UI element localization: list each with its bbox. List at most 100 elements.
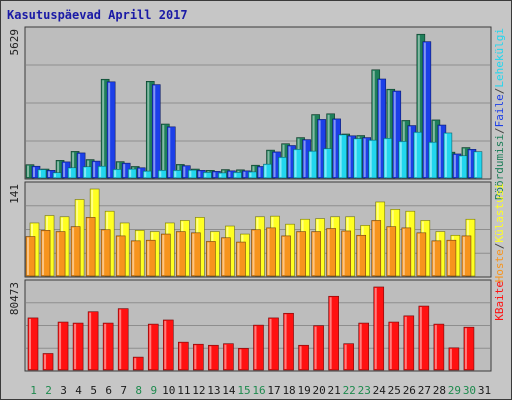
bar-highlight xyxy=(269,318,272,369)
bar-highlight xyxy=(54,173,57,177)
bar-highlight xyxy=(389,323,392,369)
x-tick-label: 23 xyxy=(358,384,371,397)
bar-highlight xyxy=(459,156,462,177)
bar xyxy=(308,150,317,179)
bar-highlight xyxy=(252,230,255,275)
bar-highlight xyxy=(369,141,372,177)
bar-highlight xyxy=(72,227,75,275)
bar xyxy=(341,230,351,277)
chart-title: Kasutuspäevad Aprill 2017 xyxy=(7,8,188,22)
bar xyxy=(176,231,186,277)
x-tick-label: 21 xyxy=(328,384,341,397)
bar xyxy=(206,241,216,277)
bar-highlight xyxy=(444,133,447,177)
bar-highlight xyxy=(123,164,126,177)
bar-highlight xyxy=(164,320,167,369)
bar-highlight xyxy=(132,241,135,275)
bar-highlight xyxy=(243,171,246,177)
bar xyxy=(67,167,77,179)
bar-highlight xyxy=(378,79,381,177)
bar xyxy=(160,233,171,277)
bar xyxy=(203,172,212,179)
bar xyxy=(358,322,370,371)
bar-highlight xyxy=(327,229,330,275)
bar xyxy=(76,152,86,179)
panel-visits-hosts: 141 Hoste/Külastusi xyxy=(8,181,506,282)
bar-highlight xyxy=(462,236,465,275)
bar-highlight xyxy=(474,152,477,177)
series-Lehekülgi xyxy=(37,131,483,179)
bar-highlight xyxy=(72,152,75,177)
x-tick-label: 8 xyxy=(135,384,142,397)
bar xyxy=(448,347,460,371)
bar-highlight xyxy=(372,70,375,177)
bar xyxy=(218,172,227,179)
bar xyxy=(100,229,111,277)
bar-highlight xyxy=(267,228,270,275)
bar xyxy=(283,312,294,371)
x-tick-label: 12 xyxy=(192,384,205,397)
bar-highlight xyxy=(387,90,390,177)
bar xyxy=(112,169,122,179)
bar-highlight xyxy=(204,173,207,177)
bar xyxy=(248,171,257,179)
bar xyxy=(401,227,412,277)
bar xyxy=(368,139,378,179)
bar-highlight xyxy=(168,127,171,177)
bar xyxy=(142,170,152,179)
bar xyxy=(388,321,400,371)
bar xyxy=(251,229,261,277)
bar-highlight xyxy=(264,165,267,177)
bar-highlight xyxy=(327,114,330,177)
bar xyxy=(371,220,382,277)
series-Faile xyxy=(31,41,477,179)
x-tick-label: 15 xyxy=(237,384,250,397)
bar-highlight xyxy=(93,162,96,177)
bar xyxy=(266,227,276,277)
bar-highlight xyxy=(374,287,377,369)
bar xyxy=(343,343,354,371)
bar xyxy=(398,141,408,179)
bar-highlight xyxy=(119,309,122,369)
bar-highlight xyxy=(42,231,45,275)
bar xyxy=(416,232,427,277)
bar-highlight xyxy=(339,135,342,177)
bar xyxy=(57,321,69,371)
bar-highlight xyxy=(318,120,321,177)
bar-highlight xyxy=(438,126,441,177)
bar-highlight xyxy=(69,168,72,177)
series-Hoste xyxy=(25,217,472,277)
bar xyxy=(443,132,453,179)
bar xyxy=(296,231,306,277)
bar xyxy=(458,155,468,179)
bar-highlight xyxy=(153,85,156,177)
bar xyxy=(37,169,47,179)
bar xyxy=(178,341,189,371)
bar xyxy=(147,323,159,371)
bar-highlight xyxy=(192,233,195,275)
legend-entry: KBaite xyxy=(493,281,506,321)
bar-highlight xyxy=(183,166,186,177)
bar-highlight xyxy=(57,232,60,275)
bar-highlight xyxy=(249,172,252,177)
bar-highlight xyxy=(194,345,197,369)
bar-highlight xyxy=(314,326,317,369)
bar xyxy=(313,325,324,371)
bar-highlight xyxy=(147,82,150,177)
bar-highlight xyxy=(449,348,452,369)
bar-highlight xyxy=(312,232,315,275)
x-tick-label: 11 xyxy=(177,384,190,397)
bar-highlight xyxy=(102,230,105,275)
bar-highlight xyxy=(309,152,312,177)
y-max-label: 80473 xyxy=(8,282,21,315)
bar xyxy=(446,239,457,277)
bar-highlight xyxy=(159,171,162,177)
bar-highlight xyxy=(222,238,225,275)
x-tick-label: 14 xyxy=(222,384,236,397)
bar-highlight xyxy=(434,325,437,369)
bar-highlight xyxy=(213,172,216,177)
bar-highlight xyxy=(44,354,47,369)
bar xyxy=(208,344,219,371)
bar-highlight xyxy=(33,167,35,177)
bar xyxy=(191,232,201,277)
